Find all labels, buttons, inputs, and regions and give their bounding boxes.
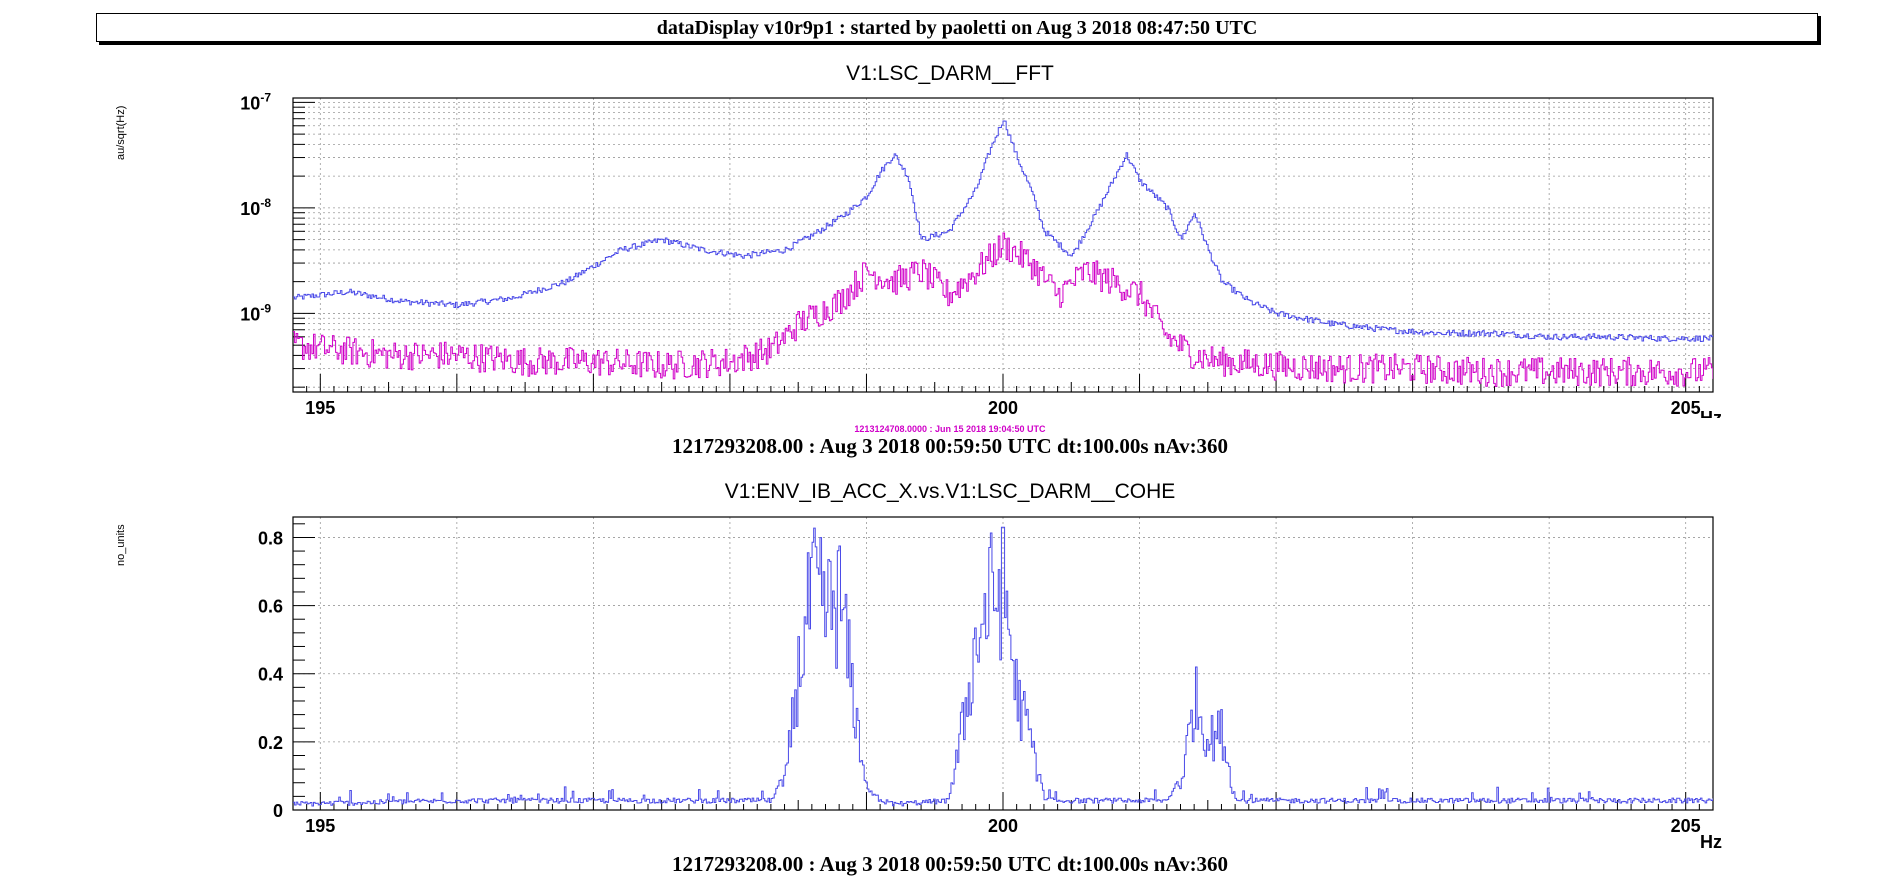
series-line-blue (293, 120, 1713, 342)
y-tick-label: 0.2 (258, 733, 283, 753)
x-tick-label: 195 (305, 398, 335, 418)
x-tick-label: 195 (305, 816, 335, 836)
plot1-title: V1:LSC_DARM__FFT (846, 62, 1054, 85)
series-line-magenta (293, 232, 1713, 387)
header-title: dataDisplay v10r9p1 : started by paolett… (656, 17, 1258, 39)
plot2-footer: 1217293208.00 : Aug 3 2018 00:59:50 UTC … (671, 852, 1229, 876)
x-tick-label: 200 (988, 398, 1018, 418)
y-tick-label: 10-8 (240, 196, 271, 219)
y-tick-label: 0.8 (258, 528, 283, 548)
x-tick-label: 200 (988, 816, 1018, 836)
x-tick-label: 205 (1671, 816, 1701, 836)
series-line-blue (293, 526, 1713, 807)
plot2-title: V1:ENV_IB_ACC_X.vs.V1:LSC_DARM__COHE (724, 480, 1176, 503)
plot2-frame (292, 516, 1714, 811)
x-axis-label: Hz (1700, 832, 1722, 852)
y-tick-label: 0 (273, 801, 283, 821)
y-tick-label: 0.4 (258, 665, 283, 685)
x-tick-label: 205 (1671, 398, 1701, 418)
plot1-footer: 1217293208.00 : Aug 3 2018 00:59:50 UTC … (671, 434, 1229, 458)
header-box: dataDisplay v10r9p1 : started by paolett… (96, 13, 1818, 42)
x-axis-label: Hz (1700, 408, 1722, 428)
plot1-reference-label: 1213124708.0000 : Jun 15 2018 19:04:50 U… (854, 424, 1046, 434)
plot1-area: 195 200 205 Hz 10-7 10-8 10-9 (240, 90, 1722, 428)
y-tick-label: 0.6 (258, 597, 283, 617)
y-tick-label: 10-7 (240, 90, 271, 113)
y-tick-label: 10-9 (240, 301, 271, 324)
plot1-frame (292, 97, 1714, 393)
